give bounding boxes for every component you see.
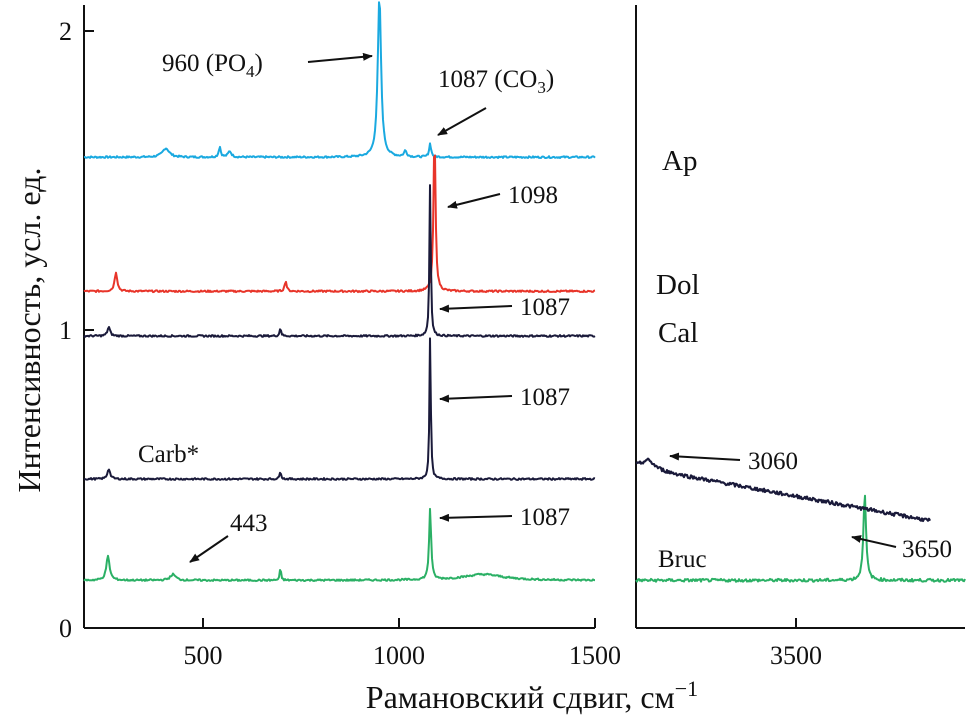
annotation-1098: 1098: [508, 182, 558, 209]
arrow-443: [189, 535, 229, 563]
series-bruc-line: [83, 507, 595, 583]
annotation-1087-cal: 1087: [520, 294, 570, 321]
series-layer: [83, 1, 966, 583]
x-tick-label-500: 500: [184, 641, 223, 670]
arrow-1087-carb: [439, 394, 513, 403]
y-tick-label-2: 2: [59, 17, 72, 46]
left-panel-axes: [83, 5, 595, 629]
annotation-1087-bruc: 1087: [520, 504, 570, 531]
annotation-3060: 3060: [748, 448, 798, 475]
x-axis-title: Рамановский сдвиг, см−1: [366, 676, 698, 715]
y-tick-label-0: 0: [59, 614, 72, 643]
annotation-1087-co3-end: ): [546, 66, 554, 93]
x-ticks: [202, 618, 797, 628]
label-carb: Carb*: [138, 441, 199, 468]
label-cal: Cal: [658, 317, 698, 349]
series-dol-line: [83, 154, 596, 294]
x-tick-label-1500: 1500: [569, 641, 621, 670]
series-carb-line: [83, 337, 596, 481]
series-bruc-right-line: [635, 494, 966, 583]
label-bruc: Bruc: [658, 546, 707, 573]
arrow-1087-cal: [439, 304, 513, 313]
arrow-3060: [669, 452, 741, 461]
right-panel-axes: [635, 5, 965, 629]
annotation-960-end: ): [255, 50, 263, 77]
annotation-arrows: [189, 52, 897, 563]
y-tick-label-1: 1: [59, 316, 72, 345]
y-axis-title: Интенсивность, усл. ед.: [11, 168, 47, 493]
annotation-960-main: 960 (PO: [162, 50, 246, 77]
annotation-1087-co3-main: 1087 (CO: [438, 66, 537, 93]
series-cal-line: [83, 184, 596, 338]
x-tick-label-3500: 3500: [770, 641, 822, 670]
annotation-960-sub: 4: [246, 62, 255, 81]
label-dol: Dol: [656, 269, 700, 301]
series-ap-line: [83, 1, 596, 159]
arrow-1087-co3: [437, 107, 487, 136]
annotation-1087-co3-sub: 3: [537, 78, 546, 97]
label-ap: Ap: [662, 145, 697, 177]
x-axis-title-sup: −1: [675, 676, 698, 701]
series-carb-right-line: [635, 457, 931, 523]
annotation-3650: 3650: [902, 536, 952, 563]
annotation-1087-carb: 1087: [520, 384, 570, 411]
arrow-1098: [447, 193, 501, 209]
x-tick-label-1000: 1000: [373, 641, 425, 670]
arrow-3650: [851, 535, 897, 548]
arrow-1087-bruc: [439, 513, 513, 522]
arrow-960: [307, 52, 373, 63]
x-axis-title-text: Рамановский сдвиг, см: [366, 679, 675, 715]
y-ticks: [84, 30, 94, 629]
annotation-1087-co3: 1087 (CO3): [438, 66, 554, 97]
annotation-443: 443: [230, 510, 268, 537]
annotation-960: 960 (PO4): [162, 50, 263, 81]
